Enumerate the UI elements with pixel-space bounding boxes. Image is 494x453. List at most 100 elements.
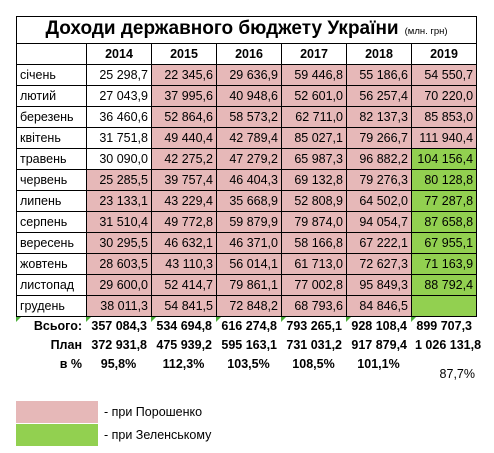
value-cell: 43 229,4 (151, 190, 217, 212)
final-percent: 87,7% (439, 367, 475, 381)
value-cell: 79 861,1 (216, 274, 282, 296)
percent-value: 103,5% (227, 357, 270, 371)
value-cell: 52 414,7 (151, 274, 217, 296)
percent-row: в % 95,8% 112,3% 103,5% 108,5% 101,1% (16, 355, 476, 374)
plan-value: 731 031,2 (286, 338, 342, 352)
year-header-row: 2014 2015 2016 2017 2018 2019 (16, 43, 478, 65)
plan-value: 917 879,4 (351, 338, 407, 352)
total-value: 616 274,8 (221, 319, 277, 333)
budget-table: Доходи державного бюджету України (млн. г… (15, 16, 478, 317)
year-header: 2016 (216, 43, 282, 65)
value-cell: 69 132,8 (281, 169, 347, 191)
value-cell: 61 713,0 (281, 253, 347, 275)
legend-item-poroshenko: - при Порошенко (16, 401, 202, 423)
value-cell: 30 295,5 (86, 232, 152, 254)
cell-marker (281, 317, 286, 322)
value-cell: 68 793,6 (281, 295, 347, 317)
month-label: квітень (16, 127, 87, 149)
month-label: березень (16, 106, 87, 128)
value-cell: 85 853,0 (410, 106, 478, 128)
value-cell: 42 789,4 (216, 127, 282, 149)
year-header: 2019 (410, 43, 478, 65)
table-row: серпень 31 510,4 49 772,8 59 879,9 79 874,0 9… (16, 211, 478, 233)
value-cell: 46 371,0 (216, 232, 282, 254)
value-cell: 62 711,0 (281, 106, 347, 128)
table-title-cell: Доходи державного бюджету України (млн. г… (15, 16, 478, 44)
legend-label: - при Порошенко (104, 405, 203, 419)
value-cell: 96 882,2 (346, 148, 412, 170)
budget-table-container: Доходи державного бюджету України (млн. г… (15, 16, 482, 374)
value-cell: 59 879,9 (216, 211, 282, 233)
value-cell: 29 636,9 (216, 64, 282, 86)
value-cell: 38 011,3 (86, 295, 152, 317)
cell-marker (216, 317, 221, 322)
value-cell: 84 846,5 (346, 295, 412, 317)
value-cell: 30 090,0 (86, 148, 152, 170)
year-header: 2017 (281, 43, 347, 65)
value-cell: 23 133,1 (86, 190, 152, 212)
value-cell: 36 460,6 (86, 106, 152, 128)
percent-value: 112,3% (162, 357, 205, 371)
value-cell: 95 849,3 (346, 274, 412, 296)
percent-value: 95,8% (100, 357, 137, 371)
value-cell: 85 027,1 (281, 127, 347, 149)
month-label: серпень (16, 211, 87, 233)
table-row: квітень 31 751,8 49 440,4 42 789,4 85 027,1 7… (16, 127, 478, 149)
total-label: Всього: (33, 319, 82, 333)
month-label: червень (16, 169, 87, 191)
month-label: січень (16, 64, 87, 86)
value-cell: 67 955,1 (410, 232, 478, 254)
plan-value: 372 931,8 (91, 338, 147, 352)
value-cell: 54 550,7 (410, 64, 478, 86)
value-cell: 77 287,8 (410, 190, 478, 212)
plan-value: 1 026 131,8 (415, 338, 482, 352)
value-cell: 87 658,8 (410, 211, 478, 233)
value-cell: 77 002,8 (281, 274, 347, 296)
value-cell: 80 128,8 (410, 169, 478, 191)
value-cell: 79 874,0 (281, 211, 347, 233)
value-cell: 52 808,9 (281, 190, 347, 212)
value-cell: 79 276,3 (346, 169, 412, 191)
value-cell: 22 345,6 (151, 64, 217, 86)
value-cell: 56 014,1 (216, 253, 282, 275)
value-cell: 25 285,5 (86, 169, 152, 191)
legend-swatch (16, 401, 98, 423)
year-header: 2015 (151, 43, 217, 65)
legend-swatch (16, 424, 98, 446)
month-label: грудень (16, 295, 87, 317)
value-cell: 35 668,9 (216, 190, 282, 212)
cell-marker (16, 317, 21, 322)
percent-label: в % (59, 357, 82, 371)
value-cell (410, 295, 478, 317)
plan-label: План (50, 338, 82, 352)
value-cell: 56 257,4 (346, 85, 412, 107)
corner-cell (16, 43, 87, 65)
table-row: жовтень 28 603,5 43 110,3 56 014,1 61 713,0 7… (16, 253, 478, 275)
table-row: червень 25 285,5 39 757,4 46 404,3 69 132,8 7… (16, 169, 478, 191)
cell-marker (411, 317, 416, 322)
cell-marker (346, 317, 351, 322)
month-label: травень (16, 148, 87, 170)
value-cell: 49 772,8 (151, 211, 217, 233)
value-cell: 59 446,8 (281, 64, 347, 86)
plan-row: План 372 931,8 475 939,2 595 163,1 731 0… (16, 336, 482, 355)
total-value: 357 084,3 (91, 319, 147, 333)
table-row: липень 23 133,1 43 229,4 35 668,9 52 808,9 64… (16, 190, 478, 212)
value-cell: 64 502,0 (346, 190, 412, 212)
value-cell: 40 948,6 (216, 85, 282, 107)
month-label: листопад (16, 274, 87, 296)
table-row: грудень 38 011,3 54 841,5 72 848,2 68 793,6 8… (16, 295, 478, 317)
table-row: травень 30 090,0 42 275,2 47 279,2 65 987,3 9… (16, 148, 478, 170)
total-value: 534 694,8 (156, 319, 212, 333)
value-cell: 52 601,0 (281, 85, 347, 107)
table-body: січень 25 298,7 22 345,6 29 636,9 59 446,8 55… (16, 64, 478, 317)
value-cell: 67 222,1 (346, 232, 412, 254)
percent-value: 101,1% (357, 357, 400, 371)
legend-item-zelensky: - при Зеленському (16, 424, 211, 446)
summary-table: Всього: 357 084,3 534 694,8 616 274,8 79… (16, 317, 482, 374)
value-cell: 43 110,3 (151, 253, 217, 275)
value-cell: 49 440,4 (151, 127, 217, 149)
table-unit: (млн. грн) (404, 25, 448, 37)
table-row: березень 36 460,6 52 864,6 58 573,2 62 711,0… (16, 106, 478, 128)
value-cell: 27 043,9 (86, 85, 152, 107)
